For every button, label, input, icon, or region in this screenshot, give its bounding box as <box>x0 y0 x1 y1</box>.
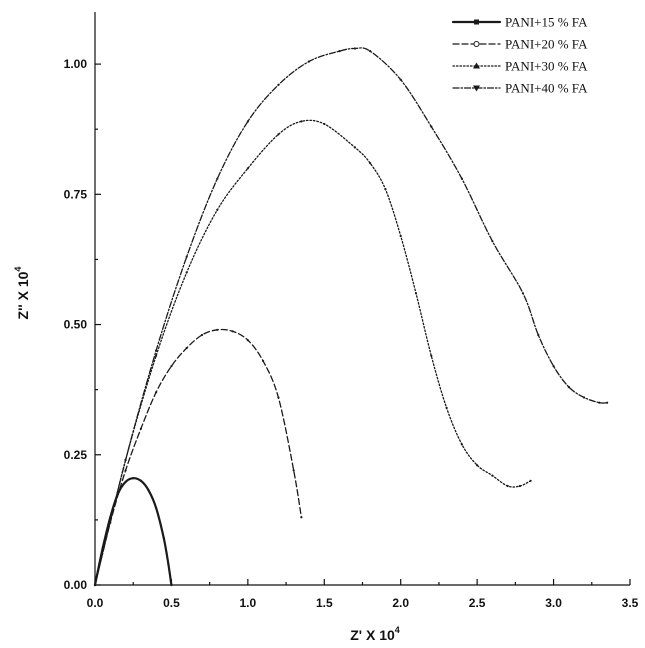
data-point <box>246 339 249 342</box>
y-axis-title: Z'' X 104 <box>13 267 31 320</box>
x-tick-label: 0.0 <box>87 596 104 610</box>
data-point <box>491 240 494 243</box>
data-point <box>170 365 173 368</box>
data-point <box>277 133 280 136</box>
data-point <box>216 177 219 180</box>
data-point <box>231 330 234 333</box>
legend-label: PANI+40 % FA <box>505 81 588 96</box>
x-tick-label: 1.5 <box>316 596 333 610</box>
data-point <box>399 234 402 238</box>
data-point <box>399 78 402 81</box>
data-point <box>124 458 127 462</box>
y-tick-label: 0.25 <box>64 448 88 462</box>
data-point <box>430 125 433 128</box>
data-point <box>292 469 295 472</box>
series-line <box>94 328 303 586</box>
data-point <box>139 427 142 430</box>
data-point <box>277 83 280 86</box>
data-point <box>506 484 509 488</box>
data-point <box>155 349 158 352</box>
data-point <box>307 60 311 63</box>
data-point <box>414 292 418 295</box>
data-point <box>216 328 219 331</box>
data-point <box>216 208 219 211</box>
y-tick-label: 0.50 <box>64 318 88 332</box>
data-point <box>369 50 372 53</box>
y-tick-label: 0.00 <box>64 578 88 592</box>
data-point <box>460 443 463 446</box>
legend-label: PANI+15 % FA <box>505 15 588 30</box>
data-point <box>300 120 303 123</box>
data-point <box>170 583 173 587</box>
data-point <box>277 396 280 399</box>
data-point <box>200 333 204 337</box>
data-point <box>155 391 158 394</box>
data-point <box>476 464 479 467</box>
x-tick-label: 0.5 <box>163 596 180 610</box>
data-point <box>124 469 127 472</box>
data-point <box>529 479 532 482</box>
legend-label: PANI+20 % FA <box>505 37 588 52</box>
x-tick-label: 2.5 <box>469 596 486 610</box>
data-point <box>300 516 303 519</box>
data-point <box>491 474 494 477</box>
data-point <box>583 396 586 399</box>
data-point <box>185 271 188 274</box>
data-point <box>521 292 525 295</box>
data-point <box>167 563 170 566</box>
data-point <box>518 484 522 488</box>
x-tick-label: 2.0 <box>392 596 409 610</box>
data-point <box>353 47 356 50</box>
data-point <box>552 365 555 368</box>
legend-marker <box>474 19 479 25</box>
y-tick-label: 1.00 <box>64 57 88 71</box>
data-point <box>353 146 356 149</box>
data-point <box>384 188 387 191</box>
x-tick-label: 1.0 <box>240 596 257 610</box>
x-axis-title: Z' X 104 <box>350 625 400 643</box>
data-point <box>185 346 188 350</box>
data-point <box>369 162 372 165</box>
data-point <box>155 354 158 357</box>
data-point <box>124 480 127 483</box>
data-point <box>262 359 265 363</box>
legend-marker <box>473 41 480 47</box>
legend-marker <box>473 62 480 69</box>
axes: 0.0 0.5 1.0 1.5 2.0 2.5 3.0 3.5 0.00 0.25 0.50 0.75… <box>64 12 639 610</box>
legend-label: PANI+30 % FA <box>505 59 588 74</box>
data-point <box>132 477 135 480</box>
series-line <box>93 477 173 587</box>
legend-marker <box>473 85 480 92</box>
data-point <box>598 401 601 404</box>
series-line <box>94 47 608 586</box>
data-point <box>323 122 326 126</box>
x-tick-label: 3.5 <box>622 596 639 610</box>
data-point <box>430 354 433 357</box>
data-point <box>567 386 571 389</box>
data-point <box>155 506 158 509</box>
data-point <box>537 333 540 337</box>
data-point <box>185 255 188 258</box>
data-point <box>93 583 97 587</box>
data-point <box>246 167 249 170</box>
data-point <box>147 489 150 492</box>
data-point <box>445 406 448 409</box>
data-point <box>246 120 249 123</box>
data-point <box>460 177 463 180</box>
legend: PANI+15 % FA PANI+20 % FA PANI+30 % FA PANI… <box>451 15 588 96</box>
data-point <box>606 401 609 404</box>
y-tick-label: 0.75 <box>64 187 88 201</box>
data-point <box>139 479 142 482</box>
data-point <box>338 50 341 53</box>
x-tick-label: 3.0 <box>545 596 562 610</box>
series-curves <box>93 47 609 587</box>
data-point <box>162 537 165 540</box>
series-line <box>94 119 532 586</box>
